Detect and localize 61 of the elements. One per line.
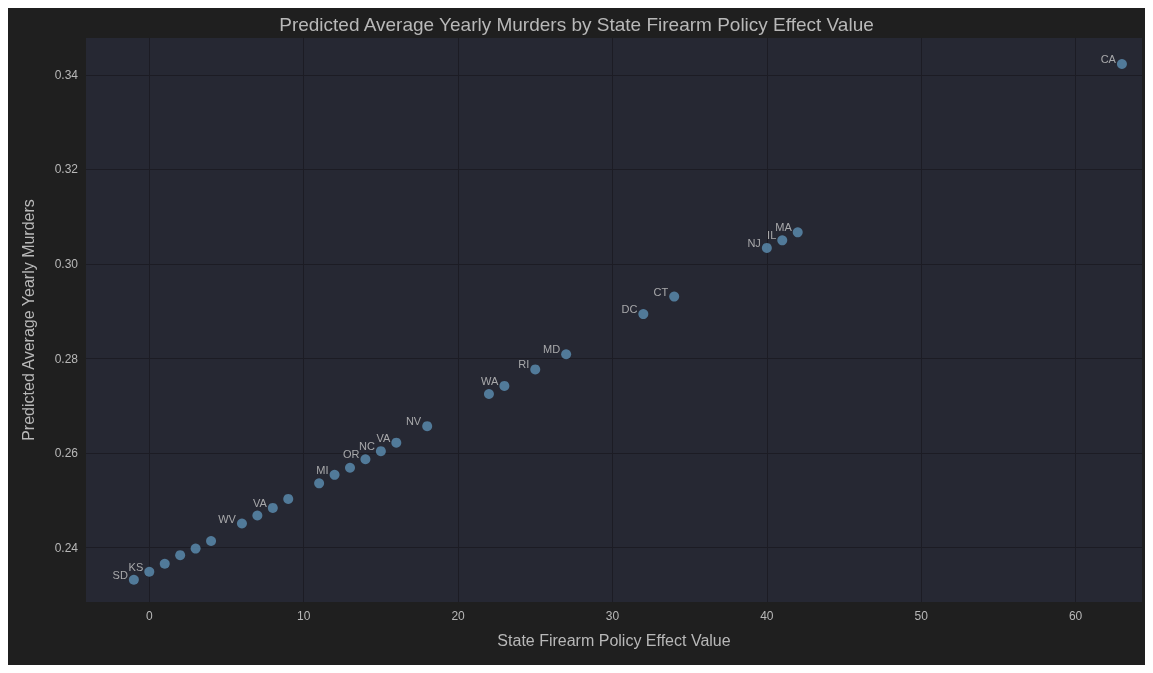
point bbox=[483, 388, 494, 399]
point bbox=[669, 291, 680, 302]
point bbox=[314, 478, 325, 489]
point bbox=[144, 566, 155, 577]
data-label: VA bbox=[376, 431, 391, 444]
point bbox=[283, 493, 294, 504]
y-tick-label: 0.24 bbox=[54, 540, 79, 555]
point bbox=[190, 543, 201, 554]
data-label: DC bbox=[621, 303, 638, 316]
y-axis-title: Predicted Average Yearly Murders bbox=[19, 199, 37, 441]
point bbox=[530, 364, 541, 375]
point bbox=[159, 558, 170, 569]
point bbox=[206, 536, 217, 547]
point bbox=[499, 380, 510, 391]
point bbox=[175, 550, 186, 561]
data-label: WA bbox=[481, 374, 500, 387]
point bbox=[638, 309, 649, 320]
point bbox=[1116, 59, 1127, 69]
data-label: WV bbox=[218, 512, 237, 525]
x-tick-label: 30 bbox=[605, 609, 620, 623]
data-label: KS bbox=[128, 560, 144, 573]
data-label: MD bbox=[543, 343, 561, 356]
x-tick-label: 20 bbox=[451, 609, 466, 623]
y-tick-label: 0.26 bbox=[54, 446, 79, 461]
point bbox=[391, 437, 402, 448]
y-tick-label: 0.34 bbox=[54, 67, 79, 82]
data-label: CT bbox=[653, 285, 669, 298]
x-tick-label: 60 bbox=[1068, 609, 1083, 623]
point bbox=[375, 446, 386, 457]
data-label: NC bbox=[358, 440, 375, 453]
data-label: MA bbox=[775, 221, 793, 234]
data-label: OR bbox=[342, 448, 360, 461]
data-label: VA bbox=[252, 496, 268, 509]
point bbox=[252, 510, 263, 521]
data-label: MI bbox=[316, 463, 329, 476]
point bbox=[561, 349, 572, 360]
data-label: NJ bbox=[747, 236, 761, 249]
x-tick-label: 40 bbox=[760, 609, 774, 623]
point bbox=[267, 502, 278, 513]
data-label: IL bbox=[767, 229, 777, 242]
y-tick-label: 0.28 bbox=[54, 351, 79, 366]
point bbox=[422, 421, 433, 432]
x-tick-label: 0 bbox=[145, 609, 153, 623]
y-tick-label: 0.30 bbox=[54, 256, 79, 271]
data-label: NV bbox=[405, 415, 422, 428]
point bbox=[360, 454, 371, 465]
data-label: SD bbox=[112, 568, 128, 581]
data-label: CA bbox=[1100, 53, 1117, 65]
x-tick-label: 50 bbox=[914, 609, 929, 623]
x-axis-title: State Firearm Policy Effect Value bbox=[497, 631, 731, 649]
y-tick-label: 0.32 bbox=[54, 162, 79, 177]
point bbox=[345, 462, 355, 473]
point bbox=[236, 518, 247, 529]
x-tick-label: 10 bbox=[297, 609, 311, 623]
chart-title: Predicted Average Yearly Murders by State Firearm Policy Effect Value bbox=[279, 14, 874, 35]
data-label: RI bbox=[518, 358, 530, 371]
point bbox=[761, 242, 772, 253]
point bbox=[329, 469, 340, 480]
point bbox=[128, 574, 139, 585]
point bbox=[792, 227, 803, 238]
point bbox=[777, 235, 788, 246]
